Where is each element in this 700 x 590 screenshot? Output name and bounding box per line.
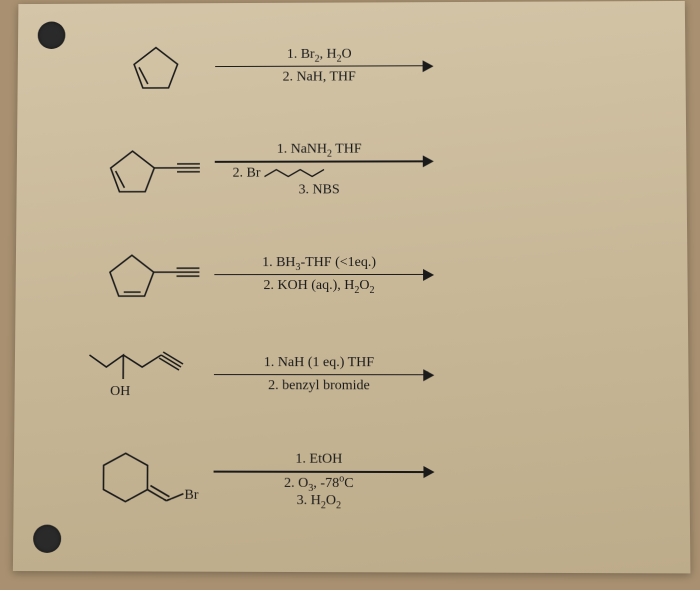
reaction-5-step3: 3. H2O2 bbox=[213, 493, 424, 510]
reaction-1-arrow bbox=[215, 65, 423, 67]
punch-hole-bottom bbox=[33, 525, 61, 553]
structure-ethynylcyclopentene bbox=[96, 136, 215, 206]
reaction-2-step3: 3. NBS bbox=[215, 182, 424, 198]
reaction-4-arrow bbox=[214, 374, 424, 376]
reaction-2: 1. NaNH2 THF 2. Br 3. NBS bbox=[96, 136, 424, 206]
reaction-2-step1: 1. NaNH2 THF bbox=[215, 142, 424, 158]
oh-label: OH bbox=[110, 384, 130, 399]
reaction-1-conditions: 1. Br2, H2O 2. NaH, THF bbox=[215, 46, 424, 87]
reaction-1-step2: 2. NaH, THF bbox=[215, 69, 424, 86]
reaction-3-step1: 1. BH3-THF (<1eq.) bbox=[214, 255, 424, 271]
reaction-5-step1: 1. EtOH bbox=[214, 452, 425, 469]
structure-pentynol: OH bbox=[74, 340, 214, 410]
reaction-3: 1. BH3-THF (<1eq.) 2. KOH (aq.), H2O2 bbox=[95, 240, 424, 310]
reaction-4-step1: 1. NaH (1 eq.) THF bbox=[214, 355, 424, 371]
reaction-4-conditions: 1. NaH (1 eq.) THF 2. benzyl bromide bbox=[214, 355, 424, 396]
reaction-2-step2: 2. Br bbox=[215, 165, 424, 181]
structure-cyclopentene bbox=[96, 33, 215, 102]
reaction-3-arrow bbox=[214, 274, 424, 276]
reaction-5-step2: 2. O3, -78oC bbox=[213, 475, 424, 492]
br-label: Br bbox=[184, 488, 198, 503]
reaction-1: 1. Br2, H2O 2. NaH, THF bbox=[96, 32, 423, 102]
reaction-5-arrow bbox=[214, 471, 425, 473]
reaction-5: Br 1. EtOH 2. O3, -78oC 3. H2O2 bbox=[93, 445, 424, 516]
reaction-3-conditions: 1. BH3-THF (<1eq.) 2. KOH (aq.), H2O2 bbox=[214, 255, 424, 296]
reaction-5-conditions: 1. EtOH 2. O3, -78oC 3. H2O2 bbox=[213, 452, 424, 511]
punch-hole-top bbox=[38, 21, 66, 49]
structure-ethynylcyclopentene-2 bbox=[95, 240, 215, 310]
reaction-2-arrow bbox=[215, 161, 424, 163]
structure-bromomethylenecyclohexane: Br bbox=[93, 445, 213, 516]
reaction-4-step2: 2. benzyl bromide bbox=[214, 378, 424, 394]
reaction-1-step1: 1. Br2, H2O bbox=[215, 46, 423, 63]
reaction-4: OH 1. NaH (1 eq.) THF 2. benzyl bromide bbox=[74, 340, 424, 410]
reaction-3-step2: 2. KOH (aq.), H2O2 bbox=[214, 278, 424, 294]
paper-sheet: 1. Br2, H2O 2. NaH, THF 1. NaNH2 THF 2. … bbox=[13, 1, 691, 573]
reaction-2-conditions: 1. NaNH2 THF 2. Br 3. NBS bbox=[215, 142, 424, 200]
